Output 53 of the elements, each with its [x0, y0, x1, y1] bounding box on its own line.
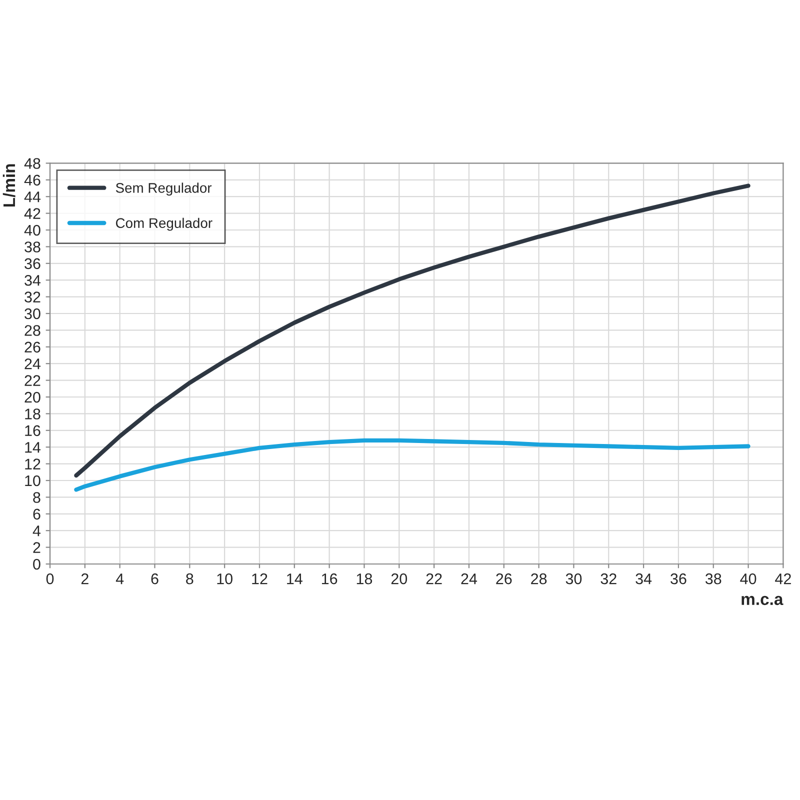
- line-series: [74, 438, 750, 492]
- y-tick-label: 20: [24, 392, 40, 403]
- x-tick-label: 32: [600, 573, 616, 584]
- x-tick-label: 38: [705, 573, 722, 584]
- y-tick-label: 40: [24, 224, 40, 236]
- x-tick-label: 22: [426, 573, 442, 584]
- y-tick-label: 10: [25, 475, 40, 486]
- y-tick-label: 12: [25, 458, 40, 470]
- y-tick-label: 32: [24, 292, 40, 302]
- y-tick-label: 34: [24, 274, 41, 286]
- y-tick-label: 22: [24, 375, 40, 386]
- x-tick-label: 28: [531, 573, 547, 584]
- y-tick-label: 38: [24, 242, 40, 252]
- x-tick-label: 12: [252, 573, 268, 584]
- x-tick-label: 8: [186, 573, 194, 584]
- legend-label: Sem Regulador: [116, 182, 212, 196]
- y-tick-label: 30: [24, 308, 40, 320]
- x-tick-label: 0: [46, 573, 54, 584]
- x-tick-label: 26: [496, 573, 512, 584]
- y-tick-label: 2: [33, 542, 40, 553]
- y-tick-label: 26: [24, 342, 40, 353]
- x-tick-label: 20: [391, 573, 408, 584]
- y-tick-label: 42: [24, 208, 40, 219]
- y-tick-label: 0: [33, 558, 40, 570]
- x-tick-label: 40: [740, 573, 756, 584]
- x-axis-title: m.c.a: [742, 596, 784, 606]
- y-tick-label: 36: [24, 258, 40, 270]
- x-tick-label: 6: [151, 573, 158, 584]
- x-tick-label: 10: [217, 573, 232, 584]
- y-tick-label: 28: [24, 325, 40, 336]
- legend-label: Com Regulador: [116, 218, 212, 231]
- x-tick-label: 24: [461, 573, 478, 584]
- x-tick-label: 2: [81, 573, 88, 584]
- x-tick-label: 30: [566, 573, 582, 584]
- y-tick-label: 8: [33, 492, 40, 503]
- x-tick-label: 18: [356, 573, 372, 584]
- y-tick-label: 18: [25, 408, 40, 420]
- line-series: [74, 184, 750, 478]
- y-tick-label: 48: [24, 158, 40, 169]
- x-tick-label: 4: [116, 574, 124, 584]
- y-tick-label: 6: [33, 508, 40, 520]
- y-axis-title: L/min: [2, 164, 16, 207]
- y-tick-label: 4: [32, 526, 41, 536]
- x-tick-label: 34: [636, 573, 652, 584]
- x-tick-label: 36: [670, 573, 686, 584]
- y-tick-label: 24: [24, 358, 41, 370]
- y-tick-label: 16: [25, 425, 40, 436]
- y-tick-label: 44: [24, 192, 41, 202]
- y-tick-label: 14: [25, 442, 41, 453]
- y-tick-label: 46: [24, 174, 40, 186]
- x-tick-label: 42: [775, 573, 791, 584]
- x-tick-label: 16: [322, 573, 338, 584]
- x-tick-label: 14: [287, 574, 302, 584]
